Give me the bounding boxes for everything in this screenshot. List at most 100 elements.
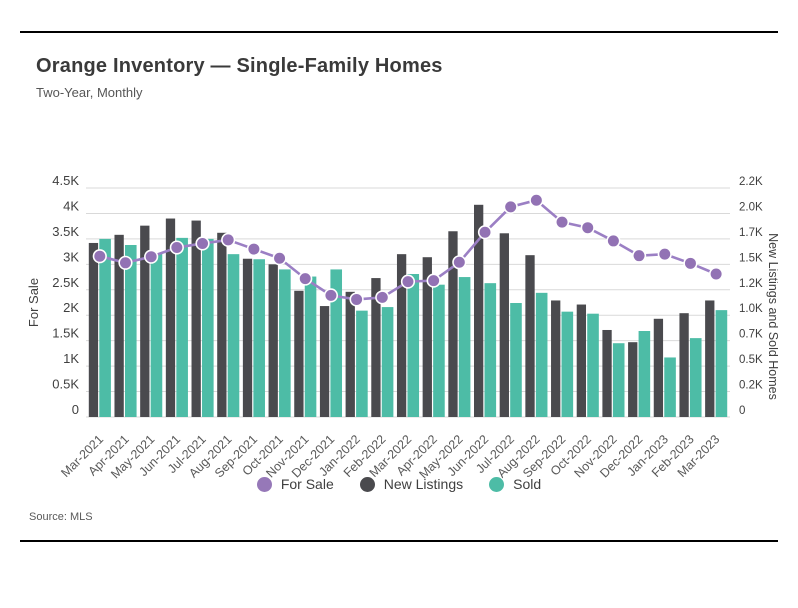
right-axis-tick-label: 1.0K [739, 303, 763, 315]
bar-sold [176, 237, 188, 417]
right-axis-tick-label: 1.7K [739, 227, 763, 239]
for-sale-marker [246, 241, 261, 257]
right-axis-tick-label: 2.2K [739, 176, 763, 188]
page-title: Orange Inventory — Single-Family Homes [36, 55, 443, 77]
bar-sold [612, 343, 625, 417]
left-axis-tick-label: 3.5K [52, 224, 79, 239]
bar-new-listings [474, 204, 484, 417]
for-sale-marker [709, 266, 724, 282]
for-sale-marker [529, 193, 544, 208]
left-axis-tick-label: 1K [63, 351, 79, 366]
right-axis-tick-label: 0 [739, 405, 745, 417]
bar-new-listings [576, 304, 587, 417]
bar-new-listings [448, 231, 458, 417]
for-sale-marker [477, 225, 493, 240]
bar-sold [381, 307, 394, 417]
bar-new-listings [499, 233, 509, 417]
for-sale-marker [323, 288, 339, 303]
left-axis-title: For Sale [26, 278, 41, 327]
bar-new-listings [371, 278, 381, 417]
legend-label: New Listings [383, 476, 464, 492]
bar-new-listings [319, 306, 330, 417]
right-axis-tick-label: 1.2K [739, 278, 763, 290]
right-axis-tick-label: 0.2K [739, 380, 763, 392]
for-sale-marker [503, 199, 518, 214]
for-sale-marker [657, 247, 672, 262]
bar-new-listings [217, 232, 227, 417]
bar-new-listings [422, 257, 432, 417]
bar-new-listings [628, 342, 638, 417]
legend-item-new-listings: New Listings [359, 476, 464, 492]
bar-sold [202, 238, 214, 417]
bar-sold [561, 311, 574, 417]
bar-sold [510, 303, 522, 417]
legend-item-for-sale: For Sale [256, 476, 334, 492]
bar-new-listings [653, 318, 664, 417]
for-sale-marker [195, 236, 210, 251]
bar-sold [587, 313, 599, 417]
bar-new-listings [345, 291, 355, 417]
bar-new-listings [268, 264, 278, 417]
bar-new-listings [242, 258, 253, 417]
for-sale-marker [631, 248, 647, 263]
right-axis-tick-label: 2.0K [739, 201, 763, 213]
bar-sold [356, 310, 368, 417]
for-sale-marker [272, 251, 287, 266]
bar-sold [433, 284, 445, 417]
left-axis-tick-label: 4.5K [52, 173, 79, 188]
for-sale-marker [169, 240, 184, 255]
bar-sold [664, 357, 676, 417]
bar-sold [715, 310, 728, 417]
for-sale-marker [221, 232, 236, 248]
bar-sold [407, 274, 420, 417]
new-listings-swatch-icon [359, 476, 375, 492]
bar-new-listings [525, 255, 535, 417]
right-axis-tick-label: 1.5K [739, 252, 763, 264]
bar-sold [279, 269, 291, 417]
for-sale-marker [683, 256, 698, 271]
left-axis-tick-label: 4K [63, 198, 79, 213]
left-axis-tick-label: 0.5K [52, 377, 79, 392]
for-sale-marker [118, 255, 133, 270]
bar-new-listings [396, 254, 407, 417]
bar-new-listings [114, 234, 124, 417]
bar-sold [304, 276, 317, 417]
bar-new-listings [294, 290, 304, 417]
left-axis-tick-label: 2.5K [52, 275, 79, 290]
bar-sold [484, 283, 497, 417]
left-axis-tick-label: 3K [63, 249, 79, 264]
bar-new-listings [191, 220, 201, 417]
legend-label: For Sale [280, 476, 334, 492]
bar-new-listings [551, 300, 561, 417]
for-sale-marker [400, 274, 416, 289]
legend: For Sale New Listings Sold [20, 476, 778, 492]
chart-card: Orange Inventory — Single-Family Homes T… [20, 31, 778, 542]
for-sale-marker [375, 290, 390, 305]
bar-sold [330, 269, 343, 417]
for-sale-marker [426, 273, 441, 288]
chart-area: 0 0 0.5K 0.2K 1K 0.5K 1.5K 0.7K 2K 1.0K 2.5K 1.2K 3K… [26, 173, 778, 481]
bar-sold [689, 338, 702, 417]
legend-label: Sold [513, 476, 542, 492]
left-axis-tick-label: 2K [63, 300, 79, 315]
page-subtitle: Two-Year, Monthly [36, 85, 143, 100]
right-axis-tick-label: 0.5K [739, 354, 763, 366]
for-sale-swatch-icon [256, 476, 272, 492]
source-note: Source: MLS [29, 511, 93, 523]
legend-item-sold: Sold [489, 476, 541, 492]
bar-sold [99, 238, 111, 417]
bar-sold [227, 254, 240, 417]
bar-new-listings [705, 300, 715, 417]
left-axis-tick-label: 1.5K [52, 326, 79, 341]
bar-sold [124, 244, 137, 417]
for-sale-marker [144, 249, 159, 264]
sold-swatch-icon [489, 476, 505, 492]
right-axis-title: New Listings and Sold Homes [766, 233, 778, 400]
for-sale-marker [606, 233, 621, 249]
for-sale-marker [298, 271, 313, 286]
left-axis-tick-label: 0 [72, 402, 79, 417]
bar-sold [150, 253, 163, 417]
bar-sold [458, 277, 471, 417]
bar-sold [253, 259, 265, 417]
for-sale-marker [580, 220, 595, 235]
